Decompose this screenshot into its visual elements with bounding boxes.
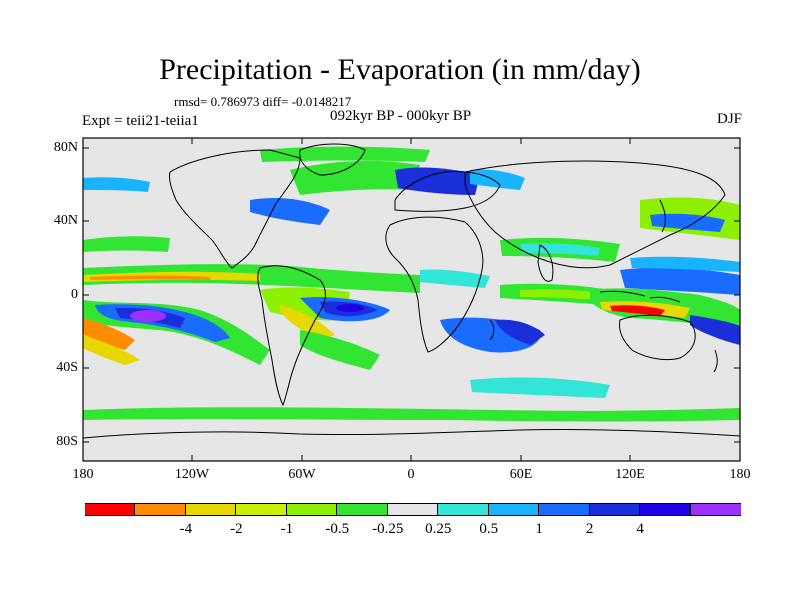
contour-africa-cyan <box>420 269 490 288</box>
colorbar-box <box>85 504 136 515</box>
contour-orange-pacific <box>90 275 210 280</box>
contour-brazil-yellow <box>280 305 335 340</box>
colorbar-label: -4 <box>179 521 193 537</box>
colorbar-label: 2 <box>585 521 594 537</box>
colorbar-label: 0.5 <box>479 521 499 537</box>
contour-spcz-purple <box>130 310 166 322</box>
colorbar-box <box>488 504 540 515</box>
coast-japan <box>659 199 666 233</box>
coast-greenland <box>299 143 366 176</box>
lat-tick-label: 40N <box>53 213 78 228</box>
colorbar <box>85 503 741 516</box>
contour-indian-lightgreen <box>520 289 600 300</box>
contour-sp-blue-east <box>690 315 740 345</box>
coast-south-america <box>257 265 326 407</box>
coast-new-zealand <box>713 349 718 373</box>
contour-atlantic-purple <box>336 304 364 312</box>
coast-africa <box>385 216 484 353</box>
colorbar-box <box>387 504 439 515</box>
contour-europe-cyan <box>470 169 525 190</box>
colorbar-box <box>640 504 691 515</box>
contour-southern-ocean-green <box>83 407 740 422</box>
tick-marks <box>83 138 740 461</box>
contour-north-pacific-cyan <box>83 177 150 192</box>
colorbar-label: 0.25 <box>425 521 452 537</box>
colorbar-label: 1 <box>535 521 543 537</box>
coast-antarctica <box>83 428 740 439</box>
coast-indonesia <box>599 290 681 303</box>
contour-southern-cyan <box>470 377 610 398</box>
colorbar-label: -0.25 <box>372 521 404 537</box>
colorbar-box <box>286 504 338 515</box>
colorbar-label: 4 <box>636 521 644 537</box>
contour-mc-red <box>610 305 665 316</box>
lat-tick-label: 80S <box>56 434 78 449</box>
contour-south-atlantic-green <box>300 330 380 370</box>
lon-tick-label: 60W <box>288 467 316 482</box>
lon-tick-label: 180 <box>729 467 751 482</box>
contour-fills <box>83 146 740 422</box>
coast-europe <box>394 171 501 212</box>
contour-north-atlantic-blue <box>250 198 330 225</box>
contour-europe-blue <box>395 167 480 195</box>
colorbar-box <box>438 504 489 515</box>
coast-australia <box>619 314 696 361</box>
lon-tick-label: 120E <box>615 467 645 482</box>
lat-tick-label: 0 <box>71 287 78 302</box>
lon-tick-label: 0 <box>407 467 415 482</box>
lat-tick-label: 40S <box>56 360 78 375</box>
lon-tick-label: 60E <box>509 467 533 482</box>
contour-nw-pacific-blue <box>650 213 725 232</box>
colorbar-box <box>337 504 388 515</box>
experiment-label: Expt = teii21-teiia1 <box>82 113 199 129</box>
colorbar-box <box>135 504 186 515</box>
coastlines <box>83 143 740 439</box>
lat-tick-label: 80N <box>53 140 78 155</box>
chart-title: Precipitation - Evaporation (in mm/day) <box>159 53 641 86</box>
coast-india <box>537 244 554 282</box>
contour-north-pacific-green <box>83 236 170 252</box>
contour-arctic-green <box>260 146 430 162</box>
colorbar-box <box>690 504 741 515</box>
contour-yellow-southwest <box>83 335 140 365</box>
colorbar-label: -0.5 <box>325 521 350 537</box>
coast-madagascar <box>489 319 495 341</box>
coast-asia <box>464 160 726 269</box>
colorbar-box <box>589 504 641 515</box>
stats-label: rmsd= 0.786973 diff= -0.0148217 <box>174 94 352 109</box>
contour-indian-navy <box>495 319 545 345</box>
lon-tick-label: 120W <box>174 467 210 482</box>
lon-tick-label: 180 <box>72 467 94 482</box>
coast-north-america <box>169 149 301 269</box>
colorbar-box <box>185 504 237 515</box>
colorbar-box <box>236 504 287 515</box>
period-label: 092kyr BP - 000kyr BP <box>330 108 472 124</box>
contour-orange-southwest <box>83 318 135 350</box>
contour-north-atlantic-green <box>290 160 420 195</box>
colorbar-box <box>539 504 590 515</box>
contour-west-pacific-cyan <box>630 256 740 272</box>
colorbar-label: -2 <box>230 521 243 537</box>
contour-west-pacific-blue <box>620 267 740 295</box>
colorbar-label: -1 <box>280 521 294 537</box>
season-label: DJF <box>716 111 742 127</box>
